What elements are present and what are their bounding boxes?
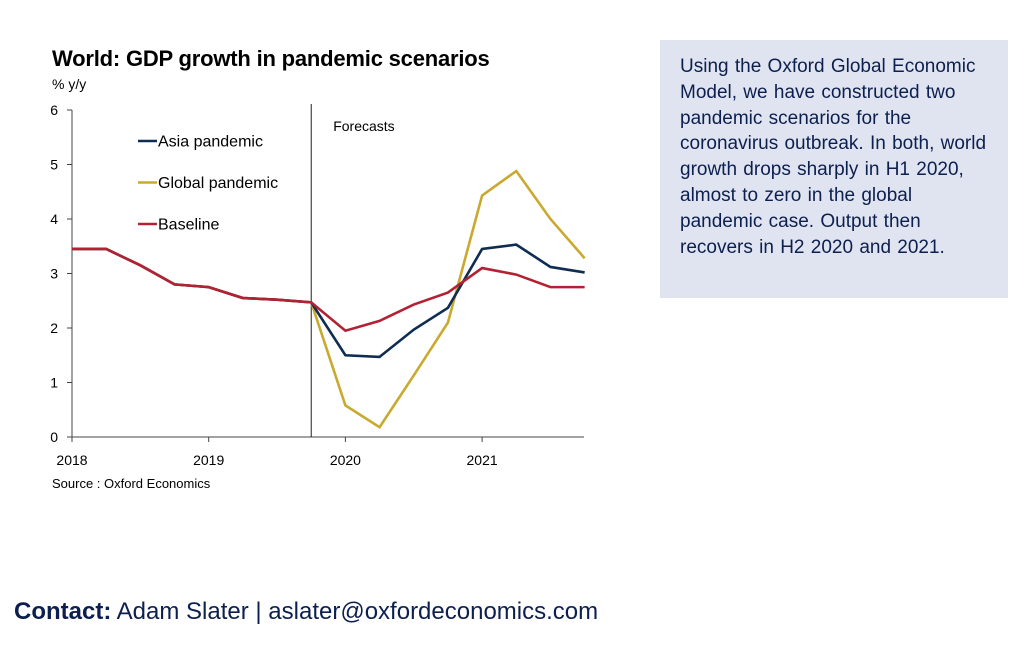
chart-title: World: GDP growth in pandemic scenarios: [52, 46, 490, 71]
contact-label: Contact:: [14, 598, 112, 625]
y-tick-label: 0: [50, 429, 58, 445]
x-tick-label: 2019: [193, 452, 224, 468]
contact-line: Contact: Adam Slater | aslater@oxfordeco…: [14, 598, 598, 626]
legend-label: Baseline: [158, 217, 219, 234]
series-line-global-pandemic: [72, 169, 586, 429]
note-text: Using the Oxford Global Economic Model, …: [680, 56, 987, 258]
chart-source: Source : Oxford Economics: [52, 476, 211, 491]
series-line-baseline: [72, 247, 585, 333]
y-tick-label: 3: [50, 266, 58, 282]
y-axis-label: % y/y: [52, 76, 87, 92]
note-box: Using the Oxford Global Economic Model, …: [660, 40, 1008, 298]
series-line-asia-pandemic: [72, 243, 585, 359]
y-tick-label: 5: [50, 157, 58, 173]
forecast-annotation: Forecasts: [333, 118, 394, 134]
x-tick-label: 2020: [330, 452, 361, 468]
x-tick-label: 2018: [56, 452, 87, 468]
y-tick-label: 4: [50, 211, 58, 227]
y-tick-label: 1: [50, 375, 58, 391]
x-tick-label: 2021: [467, 452, 498, 468]
legend-label: Global pandemic: [158, 175, 278, 192]
y-tick-label: 6: [50, 102, 58, 118]
legend-label: Asia pandemic: [158, 134, 263, 151]
contact-details[interactable]: Adam Slater | aslater@oxfordeconomics.co…: [111, 598, 599, 625]
y-tick-label: 2: [50, 320, 58, 336]
